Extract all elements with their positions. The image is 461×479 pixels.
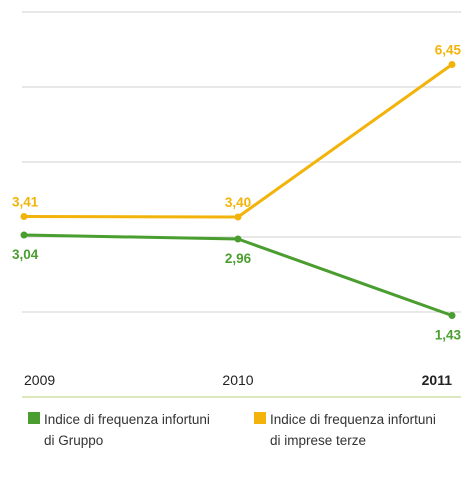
legend-swatch-third-parties [254, 412, 266, 424]
x-tick-label: 2011 [422, 372, 453, 388]
data-labels: 3,04 2,96 1,43 3,41 3,40 6,45 [12, 43, 461, 343]
data-point [20, 231, 28, 239]
gridlines [22, 11, 461, 313]
series-lines [22, 63, 454, 317]
legend-label-group: Indice di frequenza infortuni di Gruppo [44, 409, 210, 451]
legend-item-group: Indice di frequenza infortuni di Gruppo [28, 409, 210, 451]
data-label: 3,04 [12, 247, 39, 262]
legend-label-third-parties: Indice di frequenza infortuni di imprese… [270, 409, 436, 451]
data-point [234, 235, 242, 243]
legend-line-2: di Gruppo [44, 433, 104, 448]
line-chart: 3,04 2,96 1,43 3,41 3,40 6,45 2009 2010 2011 [12, 11, 461, 398]
legend-line-1: Indice di frequenza infortuni [270, 412, 436, 427]
x-tick-label: 2010 [222, 372, 253, 388]
legend-line-1: Indice di frequenza infortuni [44, 412, 210, 427]
data-points [20, 61, 456, 319]
data-point [448, 61, 456, 68]
data-point [234, 213, 242, 221]
x-axis-ticks: 2009 2010 2011 [24, 372, 452, 388]
data-label: 3,40 [225, 195, 251, 210]
legend-item-third-parties: Indice di frequenza infortuni di imprese… [254, 409, 436, 451]
data-label: 3,41 [12, 195, 39, 210]
data-point [448, 312, 456, 319]
data-point [20, 213, 28, 220]
data-label: 2,96 [225, 251, 252, 266]
x-tick-label: 2009 [24, 372, 55, 388]
legend-line-2: di imprese terze [270, 433, 367, 448]
legend-swatch-group [28, 412, 40, 424]
data-label: 1,43 [435, 328, 461, 343]
data-label: 6,45 [435, 43, 461, 58]
series-line-0 [22, 233, 454, 317]
